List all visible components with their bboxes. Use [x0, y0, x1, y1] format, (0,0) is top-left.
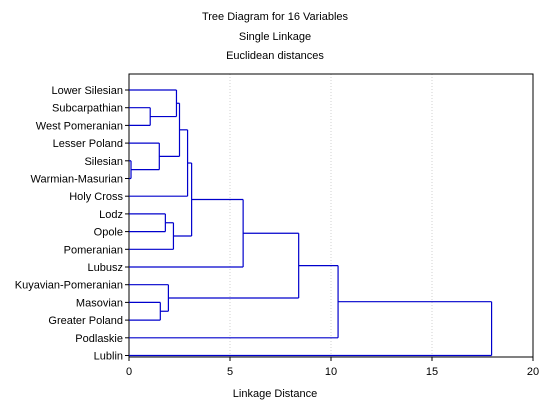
- leaf-label: Pomeranian: [64, 244, 123, 256]
- chart-subtitle-linkage: Single Linkage: [238, 31, 312, 43]
- leaf-label: Lodz: [99, 209, 123, 221]
- leaf-label: Masovian: [76, 297, 123, 309]
- leaf-label: Podlaskie: [75, 333, 123, 345]
- x-tick-label: 5: [227, 366, 233, 378]
- leaf-label: Subcarpathian: [52, 103, 123, 115]
- leaf-label: Lesser Poland: [53, 138, 123, 150]
- x-tick-label: 15: [426, 366, 438, 378]
- leaf-label: Greater Poland: [48, 315, 123, 327]
- leaf-label: Silesian: [84, 156, 123, 168]
- leaf-label: Opole: [94, 227, 123, 239]
- x-tick-label: 10: [325, 366, 337, 378]
- x-tick-label: 0: [126, 366, 132, 378]
- leaf-label: Holy Cross: [69, 191, 123, 203]
- chart-title: Tree Diagram for 16 Variables: [201, 11, 349, 23]
- leaf-label: Lublin: [94, 351, 123, 363]
- chart-subtitle-distance: Euclidean distances: [226, 50, 324, 62]
- x-axis-label: Linkage Distance: [232, 388, 318, 400]
- x-tick-label: 20: [527, 366, 539, 378]
- leaf-label: Lubusz: [88, 262, 123, 274]
- leaf-label: Warmian-Masurian: [30, 174, 123, 186]
- leaf-label: Lower Silesian: [51, 85, 123, 97]
- leaf-label: Kuyavian-Pomeranian: [15, 280, 123, 292]
- leaf-label: West Pomeranian: [36, 120, 123, 132]
